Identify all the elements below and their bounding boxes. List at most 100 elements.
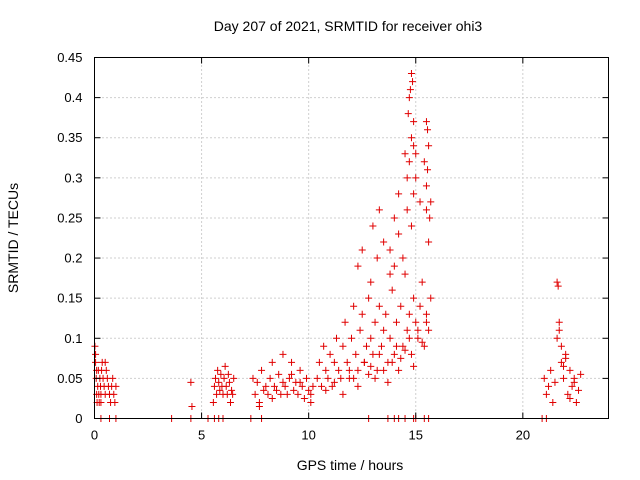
data-point — [288, 370, 296, 378]
data-point — [371, 318, 379, 326]
data-point — [277, 390, 285, 398]
data-point — [307, 398, 315, 406]
data-point — [365, 370, 373, 378]
chart-title: Day 207 of 2021, SRMTID for receiver ohi… — [214, 18, 483, 34]
data-point — [214, 366, 222, 374]
data-point — [270, 382, 278, 390]
data-point — [303, 374, 311, 382]
data-point — [253, 378, 261, 386]
data-point — [229, 390, 237, 398]
data-point — [350, 374, 358, 382]
data-point — [333, 334, 341, 342]
data-point — [216, 386, 224, 394]
data-point — [395, 230, 403, 238]
data-point — [369, 350, 377, 358]
data-point — [315, 358, 323, 366]
data-point — [354, 366, 362, 374]
data-point — [422, 310, 430, 318]
data-point — [426, 214, 434, 222]
data-point — [407, 134, 415, 142]
data-point — [572, 398, 580, 406]
data-point — [566, 394, 574, 402]
data-point — [409, 78, 417, 86]
y-tick-label: 0.4 — [64, 90, 82, 105]
data-point — [386, 246, 394, 254]
y-tick-label: 0.1 — [64, 331, 82, 346]
data-point — [290, 386, 298, 394]
data-point — [570, 378, 578, 386]
data-point — [328, 382, 336, 390]
data-point — [425, 142, 433, 150]
y-axis-title: SRMTID / TECUs — [5, 183, 21, 293]
data-point — [416, 198, 424, 206]
data-point — [220, 374, 228, 382]
data-point — [414, 326, 422, 334]
data-point — [386, 270, 394, 278]
data-point — [410, 190, 418, 198]
data-point — [407, 222, 415, 230]
data-point — [345, 366, 353, 374]
data-point — [339, 342, 347, 350]
data-point — [390, 350, 398, 358]
data-point — [390, 262, 398, 270]
data-point — [343, 358, 351, 366]
data-point — [362, 342, 370, 350]
data-point — [575, 386, 583, 394]
data-point — [258, 366, 266, 374]
data-point — [92, 358, 100, 366]
data-point — [375, 206, 383, 214]
data-point — [279, 350, 287, 358]
data-point — [228, 386, 236, 394]
data-point — [424, 166, 432, 174]
data-point — [424, 126, 432, 134]
data-point — [352, 350, 360, 358]
data-point — [410, 362, 418, 370]
data-point — [557, 342, 565, 350]
data-point — [390, 214, 398, 222]
data-point — [296, 366, 304, 374]
data-point — [187, 378, 195, 386]
data-point — [225, 378, 233, 386]
y-tick-label: 0.35 — [57, 130, 82, 145]
data-point — [425, 326, 433, 334]
data-point — [380, 326, 388, 334]
data-point — [215, 378, 223, 386]
data-point — [425, 238, 433, 246]
data-point — [335, 366, 343, 374]
data-point — [210, 382, 218, 390]
data-point — [358, 310, 366, 318]
data-point — [412, 150, 420, 158]
data-points — [91, 70, 585, 422]
data-point — [371, 374, 379, 382]
data-point — [422, 318, 430, 326]
data-point — [401, 150, 409, 158]
data-point — [560, 362, 568, 370]
y-tick-label: 0.3 — [64, 170, 82, 185]
data-point — [230, 374, 238, 382]
data-point — [422, 182, 430, 190]
data-point — [298, 382, 306, 390]
data-point — [330, 358, 338, 366]
data-point — [407, 70, 415, 78]
data-point — [350, 302, 358, 310]
data-point — [399, 342, 407, 350]
data-point — [549, 398, 557, 406]
data-point — [388, 358, 396, 366]
x-axis-title: GPS time / hours — [297, 457, 404, 473]
data-point — [322, 366, 330, 374]
data-point — [367, 278, 375, 286]
data-point — [399, 254, 407, 262]
x-tick-label: 5 — [198, 428, 205, 443]
y-tick-label: 0.15 — [57, 291, 82, 306]
y-tick-label: 0.45 — [57, 50, 82, 65]
data-point — [305, 386, 313, 394]
data-point — [294, 390, 302, 398]
data-point — [264, 390, 272, 398]
data-point — [404, 110, 412, 118]
data-point — [320, 342, 328, 350]
data-point — [403, 326, 411, 334]
data-point — [212, 374, 220, 382]
data-point — [373, 254, 381, 262]
data-point — [339, 390, 347, 398]
data-point — [283, 390, 291, 398]
